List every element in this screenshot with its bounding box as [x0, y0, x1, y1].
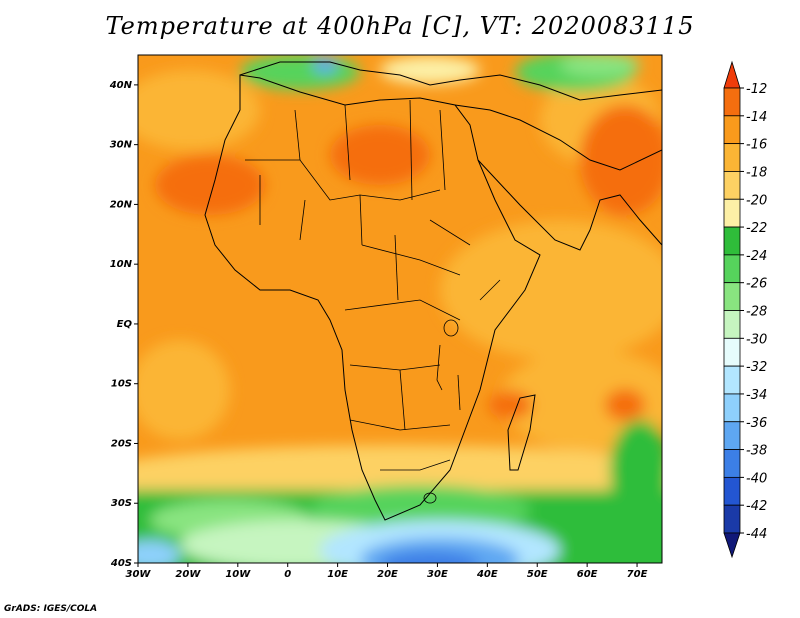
colorbar-label: -34: [746, 388, 767, 403]
colorbar-box: [723, 143, 741, 172]
lat-tick-label: 20N: [110, 199, 133, 210]
colorbar-box: [723, 254, 741, 284]
colorbar-box: [723, 310, 741, 339]
colorbar-label: -32: [746, 360, 767, 375]
lon-tick-label: 50E: [527, 569, 548, 580]
colorbar-box: [723, 504, 741, 534]
lon-tick-label: 30W: [126, 569, 152, 580]
colorbar-label: -28: [746, 305, 767, 320]
colorbar-label: -20: [746, 193, 767, 208]
colorbar-label: -30: [746, 332, 767, 347]
colorbar-box: [723, 449, 741, 478]
colorbar-box: [723, 393, 741, 423]
lat-tick-label: 10S: [111, 379, 132, 390]
colorbar-top-triangle: [723, 60, 741, 89]
credit-text: GrADS: IGES/COLA: [4, 604, 98, 614]
colorbar-label: -42: [746, 499, 767, 514]
lat-tick-label: 40N: [109, 80, 133, 91]
lon-tick-label: 0: [284, 569, 291, 580]
lat-tick-label: 10N: [110, 259, 133, 270]
lat-tick-label: 20S: [111, 438, 132, 449]
longitude-ticks: 30W 20W 10W 0 10E 20E 30E 40E 50E 60E 70E: [126, 563, 648, 580]
lakes: [423, 319, 461, 504]
colorbar-label: -14: [746, 110, 767, 125]
lat-tick-label: EQ: [117, 319, 133, 330]
colorbar: -12 -14 -16 -18 -20 -22 -24 -26 -28 -30 -32 -34 -36 -…: [723, 60, 767, 559]
colorbar-label: -40: [746, 471, 767, 486]
lon-tick-label: 30E: [427, 569, 448, 580]
colorbar-bottom-triangle: [723, 532, 741, 559]
lon-tick-label: 20E: [377, 569, 398, 580]
country-borders: [245, 99, 501, 471]
colorbar-box: [723, 171, 741, 200]
lon-tick-label: 10E: [327, 569, 348, 580]
temperature-field: [138, 55, 662, 563]
colorbar-box: [723, 282, 741, 311]
colorbar-label: -26: [746, 277, 767, 292]
colorbar-box: [723, 337, 741, 367]
lon-tick-label: 20W: [175, 569, 201, 580]
chart-title: Temperature at 400hPa [C], VT: 202008311…: [105, 12, 695, 40]
colorbar-box: [723, 226, 741, 256]
colorbar-box: [723, 198, 741, 228]
colorbar-label: -22: [746, 221, 767, 236]
colorbar-box: [723, 476, 741, 506]
colorbar-label: -24: [746, 249, 767, 264]
colorbar-label: -18: [746, 165, 767, 180]
colorbar-label: -16: [746, 138, 767, 153]
colorbar-box: [723, 87, 741, 117]
lon-tick-label: 60E: [577, 569, 598, 580]
lon-tick-label: 10W: [225, 569, 251, 580]
lon-tick-label: 70E: [627, 569, 648, 580]
lon-tick-label: 40E: [476, 569, 498, 580]
colorbar-box: [723, 115, 741, 145]
plot-frame: [137, 54, 663, 564]
lat-tick-label: 30S: [111, 498, 132, 509]
lat-tick-label: 30N: [110, 140, 133, 151]
colorbar-label: -12: [746, 82, 767, 97]
colorbar-label: -36: [746, 416, 767, 431]
latitude-ticks: 40N 30N 20N 10N EQ 10S 20S 30S 40S: [109, 80, 138, 569]
colorbar-label: -38: [746, 444, 767, 459]
colorbar-box: [723, 421, 741, 450]
colorbar-label: -44: [746, 527, 767, 542]
coastlines: [204, 61, 662, 521]
lat-tick-label: 40S: [110, 558, 132, 569]
colorbar-box: [723, 365, 741, 395]
